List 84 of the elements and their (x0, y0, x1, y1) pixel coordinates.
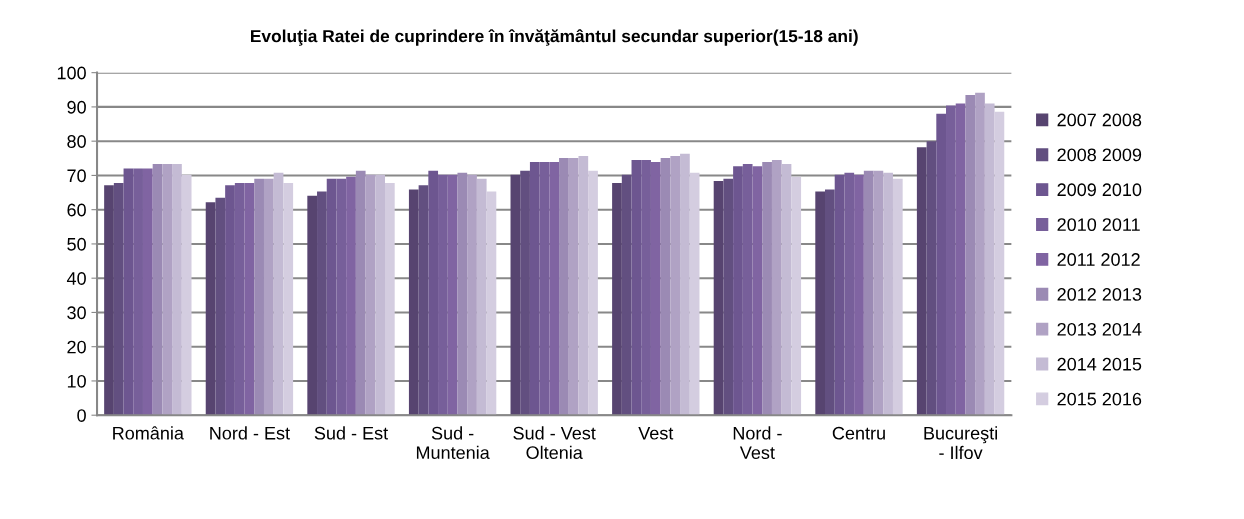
bar (384, 182, 395, 416)
legend-label: 2009 2010 (1057, 183, 1142, 197)
legend-label: 2008 2009 (1057, 148, 1142, 162)
legend-label: 2010 2011 (1057, 218, 1140, 232)
legend-label: 2015 2016 (1057, 392, 1142, 406)
x-tick-label: Sud - Est (314, 426, 389, 440)
bar (457, 172, 468, 416)
bar (815, 191, 825, 416)
bar (863, 170, 874, 416)
bar (926, 141, 937, 416)
y-tick-label: 100 (57, 66, 86, 80)
bar (975, 92, 985, 416)
bar (612, 182, 622, 416)
bar (520, 170, 530, 416)
bar (916, 147, 927, 416)
bar (355, 170, 366, 416)
x-tick-label: România (113, 426, 184, 440)
y-tick-label: 10 (67, 374, 86, 388)
bar (713, 180, 724, 416)
bar (467, 174, 477, 416)
bar (408, 189, 419, 416)
y-tick-label: 70 (67, 169, 86, 183)
y-tick-label: 30 (67, 306, 86, 320)
x-tick-label: Centru (832, 426, 885, 440)
bar (965, 94, 976, 416)
x-tick-label: Sud - Muntenia (416, 426, 490, 460)
bar (375, 174, 385, 416)
bar (104, 185, 114, 416)
bar (113, 182, 124, 416)
bar (621, 174, 632, 416)
bar (172, 164, 182, 416)
bar (283, 182, 294, 416)
bar (781, 164, 792, 416)
legend-label: 2007 2008 (1057, 113, 1142, 127)
bar (254, 178, 264, 416)
bar (152, 164, 163, 416)
bar (771, 160, 782, 416)
bar (317, 191, 327, 416)
bar (215, 197, 226, 416)
bar (588, 170, 598, 416)
bar (559, 157, 569, 416)
legend-label: 2011 2012 (1057, 253, 1140, 266)
bar (984, 103, 995, 416)
bar (568, 157, 579, 416)
bar (486, 191, 497, 416)
bar (791, 176, 802, 416)
bar (892, 178, 903, 416)
x-tick-label: Nord - Est (210, 426, 290, 440)
bar (670, 155, 681, 416)
bar (205, 202, 216, 416)
x-tick-label: Vest (638, 426, 674, 440)
bar (307, 195, 318, 416)
bar (680, 153, 690, 416)
bar (510, 174, 521, 416)
bar (873, 170, 884, 416)
bar (418, 185, 429, 416)
y-tick-label: 40 (66, 272, 86, 285)
bar (883, 172, 893, 416)
bar (723, 178, 734, 416)
bar (273, 172, 284, 416)
x-tick-label: Sud - Vest Oltenia (513, 426, 596, 460)
y-tick-label: 60 (67, 203, 86, 217)
bar (994, 111, 1005, 416)
bar (578, 155, 589, 416)
bar (365, 174, 376, 416)
x-tick-label: Nord - Vest (733, 426, 782, 460)
y-tick-label: 0 (77, 409, 86, 422)
bar (476, 178, 487, 416)
chart-title: Evoluţia Ratei de cuprindere în învăţământul secundar superior(15-18 ani) (251, 29, 858, 46)
y-tick-label: 50 (67, 237, 86, 251)
legend-label: 2014 2015 (1057, 357, 1142, 371)
bar (762, 162, 772, 416)
y-tick-label: 80 (67, 135, 86, 148)
bar (162, 164, 173, 416)
bar (181, 174, 192, 416)
y-tick-label: 20 (67, 340, 86, 354)
bar (263, 178, 274, 416)
legend-label: 2013 2014 (1057, 322, 1142, 336)
bar (689, 172, 700, 416)
legend-label: 2012 2013 (1057, 288, 1142, 301)
y-tick-label: 90 (67, 100, 86, 114)
bar (660, 157, 671, 416)
x-tick-label: Bucureşti - Ilfov (924, 426, 997, 460)
bar (825, 189, 835, 416)
